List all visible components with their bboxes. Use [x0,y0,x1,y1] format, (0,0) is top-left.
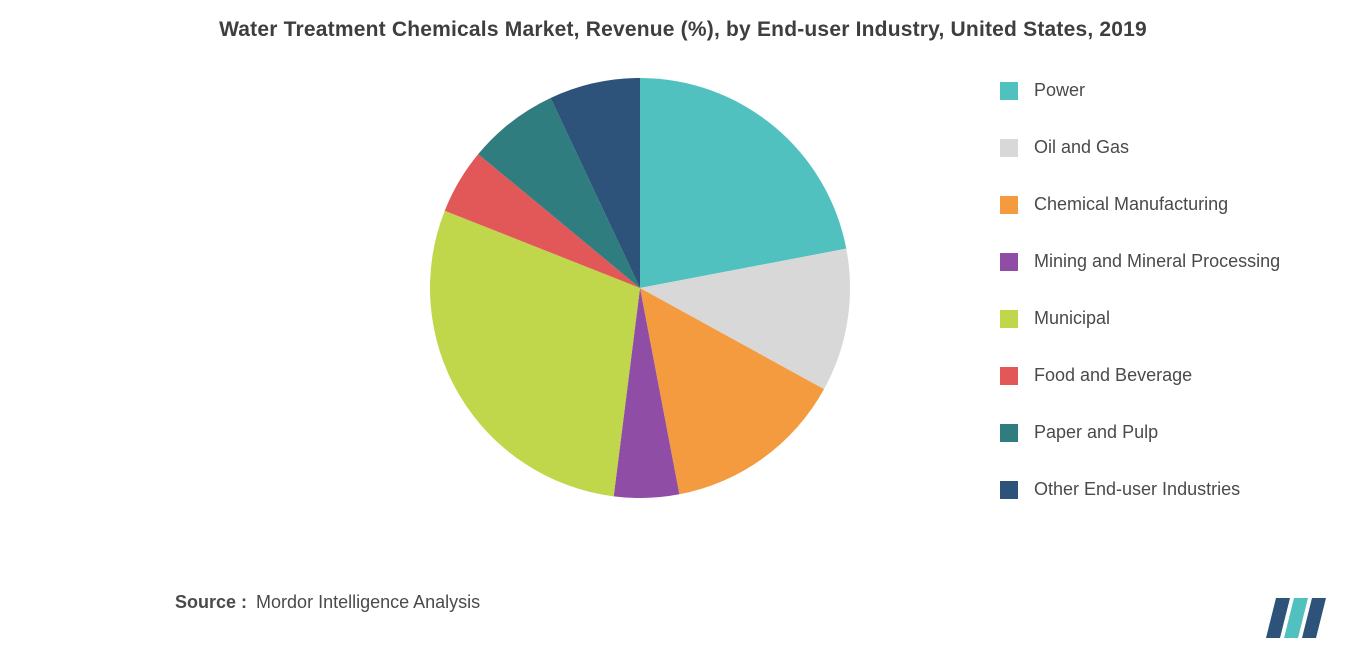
legend: Power Oil and Gas Chemical Manufacturing Mi… [1000,80,1280,500]
legend-swatch [1000,139,1018,157]
legend-label: Mining and Mineral Processing [1034,251,1280,272]
legend-swatch [1000,424,1018,442]
legend-item: Food and Beverage [1000,365,1280,386]
legend-label: Oil and Gas [1034,137,1129,158]
legend-swatch [1000,82,1018,100]
legend-item: Municipal [1000,308,1280,329]
legend-label: Chemical Manufacturing [1034,194,1228,215]
legend-label: Municipal [1034,308,1110,329]
legend-item: Power [1000,80,1280,101]
legend-swatch [1000,253,1018,271]
chart-title: Water Treatment Chemicals Market, Revenu… [0,18,1366,42]
legend-item: Mining and Mineral Processing [1000,251,1280,272]
source-text: Mordor Intelligence Analysis [256,592,480,612]
legend-swatch [1000,367,1018,385]
brand-logo-icon [1260,593,1350,643]
source-label: Source : [175,592,247,612]
legend-item: Chemical Manufacturing [1000,194,1280,215]
legend-label: Other End-user Industries [1034,479,1240,500]
pie-chart [430,78,850,498]
legend-item: Oil and Gas [1000,137,1280,158]
legend-label: Power [1034,80,1085,101]
source-attribution: Source : Mordor Intelligence Analysis [175,592,480,613]
legend-item: Other End-user Industries [1000,479,1280,500]
legend-label: Food and Beverage [1034,365,1192,386]
legend-swatch [1000,481,1018,499]
legend-item: Paper and Pulp [1000,422,1280,443]
legend-swatch [1000,310,1018,328]
legend-swatch [1000,196,1018,214]
legend-label: Paper and Pulp [1034,422,1158,443]
